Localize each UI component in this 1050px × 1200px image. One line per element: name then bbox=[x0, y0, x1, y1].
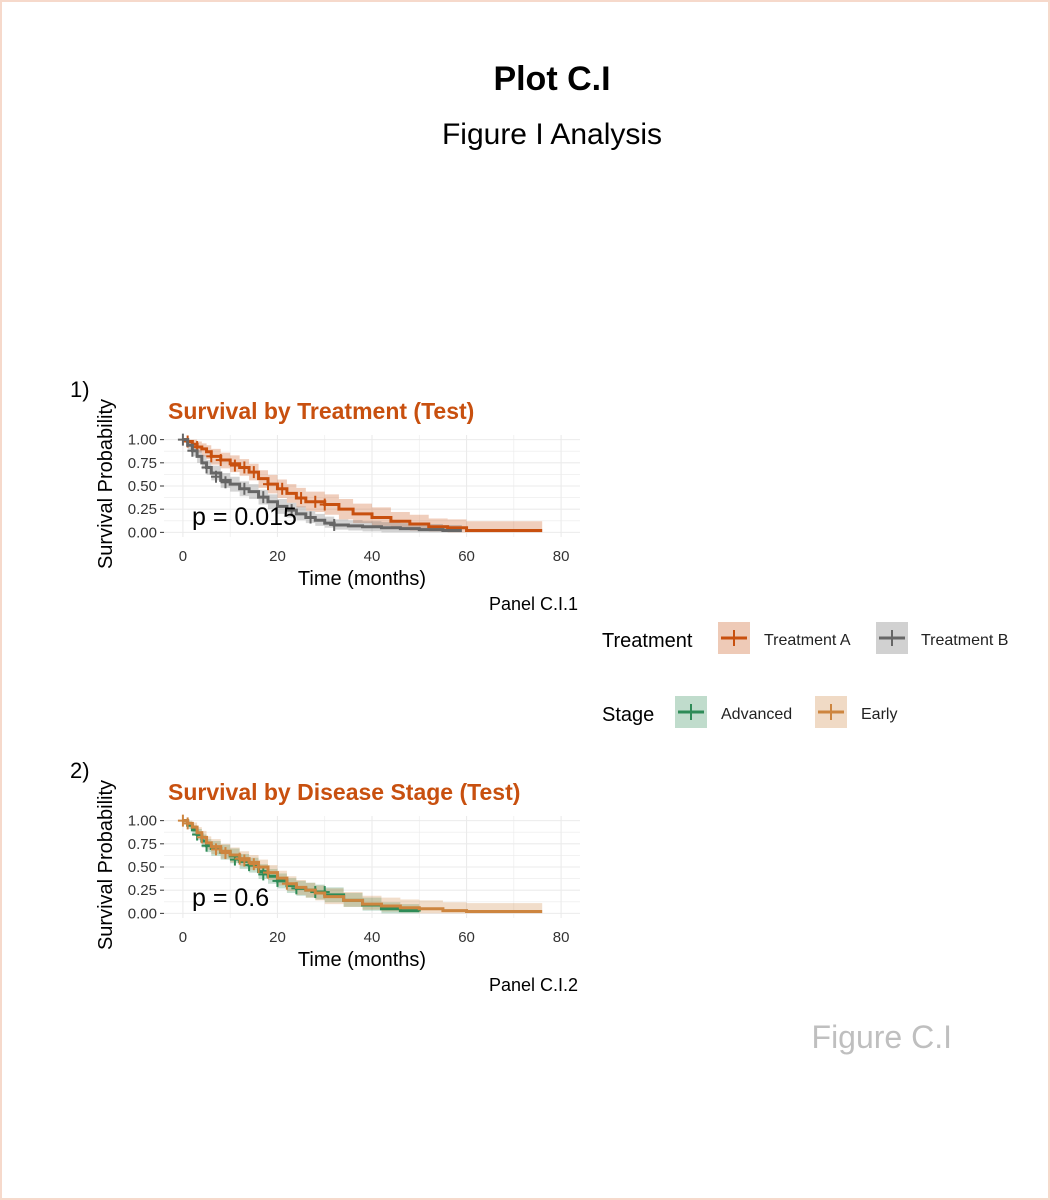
censor-mark bbox=[253, 861, 264, 873]
censor-mark bbox=[248, 466, 259, 479]
panel-title: Survival by Disease Stage (Test) bbox=[168, 779, 520, 805]
y-axis-title: Survival Probability bbox=[95, 399, 117, 569]
y-tick-label: 0.75 bbox=[128, 836, 157, 853]
censor-mark bbox=[277, 482, 288, 495]
legend-label-early: Early bbox=[861, 706, 897, 723]
censor-mark bbox=[201, 461, 212, 474]
y-tick-label: 0.50 bbox=[128, 478, 157, 495]
legend-key-early bbox=[815, 696, 847, 728]
censor-mark bbox=[281, 877, 292, 890]
censor-mark bbox=[263, 866, 273, 879]
panel-tag: 2) bbox=[70, 758, 90, 783]
figure-subtitle: Figure I Analysis bbox=[442, 118, 662, 151]
y-axis-title: Survival Probability bbox=[95, 780, 117, 950]
censor-mark bbox=[211, 470, 221, 483]
p-value-annotation: p = 0.6 bbox=[192, 884, 269, 912]
censor-mark bbox=[239, 461, 250, 474]
grid bbox=[164, 816, 580, 918]
confidence-band-advanced bbox=[182, 820, 420, 914]
legend-key-treatment-a bbox=[718, 622, 750, 654]
figure-caption: Figure C.I bbox=[812, 1019, 952, 1055]
legend-label-treatment-b: Treatment B bbox=[921, 632, 1008, 649]
censor-mark bbox=[211, 843, 221, 856]
censor-mark bbox=[177, 814, 188, 827]
censor-mark bbox=[239, 482, 250, 495]
panel-caption: Panel C.I.2 bbox=[489, 975, 578, 995]
censor-mark bbox=[319, 498, 330, 511]
censor-mark bbox=[220, 476, 231, 489]
legend-title-stage: Stage bbox=[602, 704, 654, 726]
x-axis-title: Time (months) bbox=[298, 568, 426, 590]
censor-mark bbox=[177, 433, 188, 446]
y-tick-label: 0.25 bbox=[128, 882, 157, 899]
y-tick-label: 0.00 bbox=[128, 905, 157, 922]
p-value-annotation: p = 0.015 bbox=[192, 503, 297, 531]
grid bbox=[164, 435, 580, 537]
x-tick-label: 60 bbox=[458, 929, 475, 946]
y-tick-label: 0.50 bbox=[128, 859, 157, 876]
legend-label-advanced: Advanced bbox=[721, 706, 792, 723]
x-tick-label: 80 bbox=[553, 548, 570, 565]
figure-title: Plot C.I bbox=[493, 60, 610, 98]
x-tick-label: 0 bbox=[179, 548, 187, 565]
censor-mark bbox=[248, 858, 259, 871]
censor-mark bbox=[263, 478, 273, 491]
censor-mark bbox=[182, 817, 193, 830]
censor-mark bbox=[239, 854, 250, 867]
censor-mark bbox=[187, 444, 198, 457]
censor-mark bbox=[206, 450, 217, 463]
legend-key-treatment-b bbox=[876, 622, 908, 654]
legend-stage: Stage Advanced Early bbox=[602, 696, 897, 728]
panel-1: 1) Survival by Treatment (Test) 0.00 0.25 0.… bbox=[70, 377, 580, 614]
y-tick-label: 0.00 bbox=[128, 524, 157, 541]
y-tick-label: 1.00 bbox=[128, 432, 157, 449]
x-tick-label: 40 bbox=[364, 929, 381, 946]
legend-treatment: Treatment Treatment A Treatment B bbox=[602, 622, 1008, 654]
x-tick-label: 60 bbox=[458, 548, 475, 565]
x-tick-label: 20 bbox=[269, 548, 286, 565]
survival-curve-treatment-b bbox=[182, 438, 462, 533]
censor-mark bbox=[234, 852, 245, 865]
censor-mark bbox=[258, 868, 269, 881]
censor-mark bbox=[258, 491, 269, 504]
x-tick-label: 80 bbox=[553, 929, 570, 946]
censor-mark bbox=[220, 847, 231, 860]
censor-mark bbox=[286, 504, 297, 517]
censor-mark bbox=[196, 831, 207, 844]
x-axis-title: Time (months) bbox=[298, 949, 426, 971]
censor-mark bbox=[296, 492, 307, 505]
x-tick-label: 20 bbox=[269, 929, 286, 946]
censor-mark bbox=[215, 454, 226, 467]
legend-label-treatment-a: Treatment A bbox=[764, 632, 851, 649]
legend-key-advanced bbox=[675, 696, 707, 728]
legend-title-treatment: Treatment bbox=[602, 630, 693, 652]
x-tick-label: 0 bbox=[179, 929, 187, 946]
panel-title: Survival by Treatment (Test) bbox=[168, 398, 474, 424]
y-tick-label: 0.25 bbox=[128, 501, 157, 518]
panel-tag: 1) bbox=[70, 377, 90, 402]
x-tick-label: 40 bbox=[364, 548, 381, 565]
y-tick-label: 1.00 bbox=[128, 813, 157, 830]
censor-mark bbox=[310, 495, 321, 508]
censor-mark bbox=[229, 459, 240, 472]
censor-mark bbox=[329, 518, 340, 531]
y-tick-label: 0.75 bbox=[128, 455, 157, 472]
panel-2: 2) Survival by Disease Stage (Test) 0.00 0.… bbox=[70, 758, 580, 995]
panel-caption: Panel C.I.1 bbox=[489, 594, 578, 614]
censor-mark bbox=[305, 511, 316, 524]
